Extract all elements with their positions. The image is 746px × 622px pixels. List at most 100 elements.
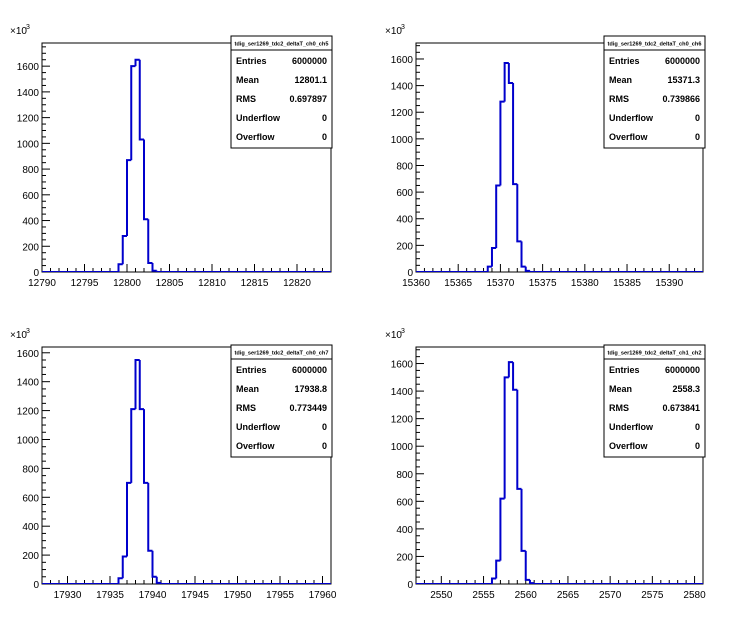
histogram-bin [147, 482, 153, 552]
histogram-bin [143, 139, 149, 221]
stats-value: 0 [322, 441, 327, 451]
x-tick-label: 15380 [571, 278, 599, 289]
stats-label: Entries [609, 365, 640, 375]
x-tick-label: 12790 [28, 278, 56, 289]
stats-value: 12801.1 [294, 75, 327, 85]
y-tick-label: 800 [22, 464, 39, 475]
y-multiplier-exponent: 3 [26, 328, 30, 335]
histogram-bin [495, 559, 501, 579]
stats-box: tdig_ser1269_tdc2_deltaT_ch0_ch5 Entries 6… [230, 35, 333, 149]
histogram-bin [490, 577, 497, 584]
stats-box: tdig_ser1269_tdc2_deltaT_ch0_ch6 Entries 6… [603, 35, 706, 149]
histogram-bins [42, 58, 331, 272]
y-multiplier-label: ×10 [10, 330, 27, 341]
x-tick-label: 2560 [515, 590, 538, 601]
stats-label: Overflow [609, 441, 649, 451]
histogram-title: tdig_ser1269_tdc2_deltaT_ch0_ch7 [235, 351, 329, 357]
histogram-bin [117, 263, 123, 272]
x-axis: 15360 15365 15370 15375 15380 15385 15390 [402, 264, 704, 289]
stats-label: Entries [236, 56, 267, 66]
x-tick-label: 15390 [655, 278, 683, 289]
stats-label: RMS [609, 403, 629, 413]
stats-value: 2558.3 [672, 384, 700, 394]
y-tick-label: 1400 [17, 378, 40, 389]
stats-box: tdig_ser1269_tdc2_deltaT_ch0_ch7 Entries 6… [230, 344, 333, 458]
y-tick-label: 600 [396, 497, 413, 508]
stats-value: 0 [695, 441, 700, 451]
histogram-bin [117, 577, 123, 584]
y-multiplier-exponent: 3 [401, 24, 405, 31]
histogram-bin [143, 409, 149, 484]
y-tick-label: 600 [22, 493, 39, 504]
y-tick-label: 1600 [391, 360, 414, 371]
y-tick-label: 1600 [17, 62, 40, 73]
y-tick-label: 400 [22, 522, 39, 533]
stats-label: Underflow [609, 422, 654, 432]
histogram-bin [138, 59, 144, 141]
y-multiplier-label: ×10 [385, 26, 402, 37]
histogram-bin [524, 550, 530, 581]
stats-label: RMS [609, 94, 629, 104]
stats-box-frame [230, 35, 333, 149]
histogram-bin [520, 488, 526, 552]
stats-label: RMS [236, 94, 256, 104]
x-tick-label: 17940 [139, 590, 167, 601]
stats-value: 15371.3 [667, 75, 700, 85]
x-tick-label: 2565 [557, 590, 580, 601]
stats-value: 6000000 [292, 56, 327, 66]
y-tick-label: 200 [22, 551, 39, 562]
x-tick-label: 17960 [309, 590, 337, 601]
y-multiplier-label: ×10 [10, 26, 27, 37]
histogram-title: tdig_ser1269_tdc2_deltaT_ch0_ch5 [235, 42, 329, 48]
x-tick-label: 15385 [613, 278, 641, 289]
histogram-bin [126, 481, 132, 557]
histogram-bin [507, 361, 514, 378]
stats-label: Overflow [609, 132, 649, 142]
x-tick-label: 15370 [487, 278, 515, 289]
y-multiplier-label: ×10 [385, 330, 402, 341]
x-tick-label: 15360 [402, 278, 430, 289]
stats-value: 6000000 [665, 365, 700, 375]
histogram-bin [121, 234, 127, 265]
y-tick-label: 1200 [17, 407, 40, 418]
stats-value: 0 [695, 422, 700, 432]
x-tick-label: 12795 [71, 278, 99, 289]
stats-box-frame [230, 344, 333, 458]
stats-label: Entries [609, 56, 640, 66]
y-tick-label: 600 [22, 191, 39, 202]
x-tick-label: 17950 [224, 590, 252, 601]
x-tick-label: 17955 [266, 590, 294, 601]
x-axis: 12790 12795 12800 12805 12810 12815 12820 [28, 264, 332, 289]
stats-label: Underflow [609, 113, 654, 123]
x-tick-label: 15375 [529, 278, 557, 289]
x-tick-label: 12800 [113, 278, 141, 289]
stats-label: Underflow [236, 422, 281, 432]
stats-label: Mean [236, 384, 259, 394]
histogram-baseline-right [160, 582, 331, 584]
y-tick-label: 1400 [17, 88, 40, 99]
x-tick-label: 2580 [683, 590, 706, 601]
histogram-bin [155, 576, 161, 584]
stats-value: 0 [322, 132, 327, 142]
histogram-bin [503, 61, 509, 102]
x-tick-label: 17935 [96, 590, 124, 601]
y-tick-label: 200 [22, 242, 39, 253]
histogram-bin [499, 100, 505, 186]
x-tick-label: 2550 [430, 590, 453, 601]
histogram-bin [512, 82, 518, 186]
stats-label: Entries [236, 365, 267, 375]
x-tick-label: 12805 [156, 278, 184, 289]
x-tick-label: 2570 [599, 590, 622, 601]
histogram-baseline-right [528, 270, 703, 272]
y-tick-label: 800 [22, 165, 39, 176]
stats-value: 0.673841 [662, 403, 700, 413]
y-axis: 0 200 400 600 800 1000 1200 1400 1600 [17, 46, 50, 279]
stats-value: 6000000 [292, 365, 327, 375]
histogram-bins [416, 361, 703, 584]
x-tick-label: 12810 [198, 278, 226, 289]
y-tick-label: 200 [396, 241, 413, 252]
histogram-panel: 0 200 400 600 800 1000 1200 1400 1600 2550 2555 256… [385, 328, 706, 601]
